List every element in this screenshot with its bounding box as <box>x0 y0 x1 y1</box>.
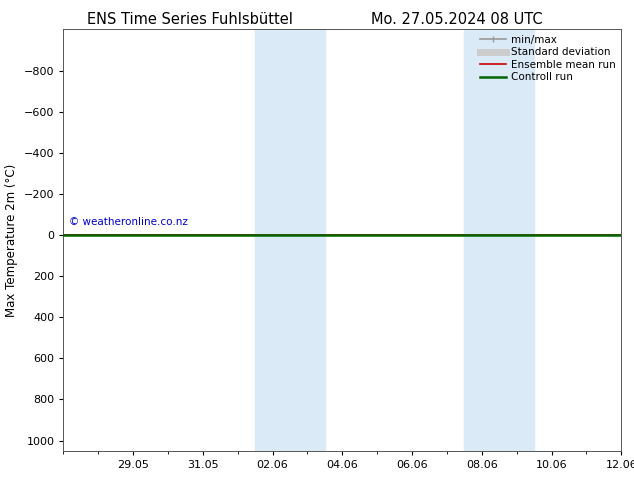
Text: ENS Time Series Fuhlsbüttel: ENS Time Series Fuhlsbüttel <box>87 12 293 27</box>
Y-axis label: Max Temperature 2m (°C): Max Temperature 2m (°C) <box>5 164 18 317</box>
Bar <box>464 29 534 451</box>
Text: Mo. 27.05.2024 08 UTC: Mo. 27.05.2024 08 UTC <box>371 12 542 27</box>
Legend: min/max, Standard deviation, Ensemble mean run, Controll run: min/max, Standard deviation, Ensemble me… <box>478 32 618 84</box>
Text: © weatheronline.co.nz: © weatheronline.co.nz <box>69 217 188 226</box>
Bar <box>255 29 325 451</box>
